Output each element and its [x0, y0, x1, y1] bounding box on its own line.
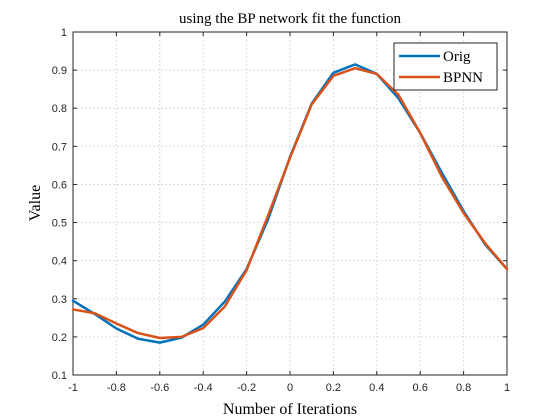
x-tick-label: -0.8	[107, 382, 126, 394]
x-tick-label: 0.4	[369, 382, 384, 394]
x-tick-label: 0.2	[326, 382, 341, 394]
legend-label-bpnn: BPNN	[443, 70, 483, 86]
y-tick-label: 0.4	[52, 256, 67, 268]
legend-box	[393, 42, 498, 91]
axis-ticks: -1 -0.8 -0.6 -0.4 -0.2 0 0.2 0.4 0.6 0.8 1 0.1 0.2 0.…	[52, 27, 510, 394]
y-tick-label: 0.3	[52, 294, 67, 306]
x-tick-label: 0.6	[413, 382, 428, 394]
chart-title: using the BP network fit the function	[179, 11, 401, 27]
y-tick-label: 0.9	[52, 65, 67, 77]
x-axis-label: Number of Iterations	[223, 401, 357, 418]
y-tick-label: 0.5	[52, 218, 67, 230]
y-tick-label: 0.8	[52, 103, 67, 115]
x-tick-label: 0	[287, 382, 293, 394]
legend-label-orig: Orig	[443, 49, 471, 65]
y-tick-label: 1	[61, 27, 67, 39]
legend: Orig BPNN	[393, 42, 498, 91]
y-axis-label: Value	[27, 185, 44, 221]
x-tick-label: 1	[504, 382, 510, 394]
y-tick-label: 0.6	[52, 179, 67, 191]
x-tick-label: 0.8	[456, 382, 471, 394]
x-tick-label: -1	[68, 382, 78, 394]
x-tick-label: -0.2	[237, 382, 256, 394]
y-tick-label: 0.1	[52, 370, 67, 382]
series-layer	[71, 63, 509, 344]
x-tick-label: -0.6	[150, 382, 169, 394]
y-tick-label: 0.7	[52, 141, 67, 153]
series-line-bpnn	[71, 66, 509, 340]
x-tick-label: -0.4	[194, 382, 213, 394]
y-tick-label: 0.2	[52, 332, 67, 344]
